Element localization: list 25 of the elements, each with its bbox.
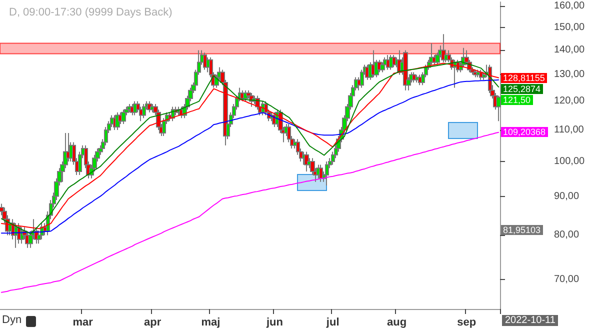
data-label: 125,2874 — [501, 84, 543, 94]
text: Dyn — [2, 314, 22, 326]
x-tick-label: apr — [144, 316, 162, 328]
x-tick-label: jun — [265, 316, 284, 328]
y-tick-label: 130,00 — [554, 69, 586, 80]
chart-title: D, 09:00-17:30 (9999 Days Back) — [9, 6, 172, 18]
y-tick-label: 110,00 — [554, 124, 584, 136]
x-tick-label: aug — [387, 316, 407, 328]
text: 81,95103 — [501, 225, 543, 235]
y-tick-label: 70,00 — [554, 274, 580, 285]
x-tick-label: jul — [325, 316, 340, 328]
x-tick-label: mar — [72, 316, 94, 328]
y-tick-label: 150,00 — [554, 22, 586, 33]
data-label: 109,20368 — [501, 127, 548, 138]
text: 2022-10-11 — [502, 315, 558, 326]
y-tick-label: 100,00 — [554, 156, 586, 167]
x-tick-label: maj — [201, 316, 220, 328]
y-tick-label: 120,00 — [554, 96, 586, 107]
x-tick-label: sep — [457, 316, 476, 328]
y-tick-label: 160,00 — [554, 0, 586, 12]
y-tick-label: 80,00 — [554, 230, 580, 241]
data-label: 128,81155 — [501, 72, 547, 83]
y-tick-label: 90,00 — [554, 190, 580, 202]
y-tick-label: 140,00 — [554, 44, 586, 56]
text: 121,50 — [503, 94, 531, 105]
